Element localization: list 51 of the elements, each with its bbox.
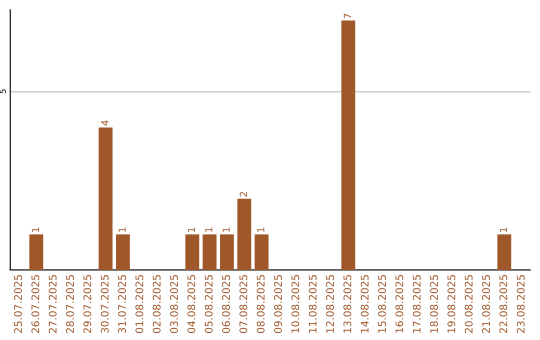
x-tick-label: 10.08.2025: [291, 275, 300, 333]
bar: [202, 234, 217, 270]
data-label: 1: [222, 228, 230, 232]
data-label: 1: [205, 228, 212, 232]
x-tick-label: 13.08.2025: [343, 275, 352, 333]
data-label: 1: [188, 228, 195, 232]
bar: [29, 234, 44, 270]
bar: [185, 234, 200, 270]
bar: [220, 234, 234, 270]
x-tick-label: 11.08.2025: [308, 275, 317, 333]
x-tick-label: 19.08.2025: [447, 275, 456, 333]
x-tick-label: 04.08.2025: [187, 275, 196, 334]
x-tick-label: 08.08.2025: [256, 275, 265, 334]
x-tick-label: 15.08.2025: [378, 275, 386, 333]
bar: [98, 127, 113, 270]
bar: [341, 20, 356, 270]
x-tick-label: 12.08.2025: [326, 275, 334, 333]
data-label: 1: [32, 228, 39, 232]
x-tick-label: 23.08.2025: [516, 275, 525, 334]
bar: [237, 198, 252, 270]
x-tick-label: 14.08.2025: [360, 275, 369, 333]
x-tick-label: 26.07.2025: [31, 275, 40, 334]
x-tick-label: 18.08.2025: [430, 275, 438, 333]
x-tick-label: 07.08.2025: [239, 275, 248, 334]
data-label: 2: [240, 192, 247, 197]
x-tick-label: 30.07.2025: [100, 275, 109, 333]
x-tick-label: 16.08.2025: [395, 275, 404, 333]
bar: [497, 234, 512, 270]
x-tick-label: 02.08.2025: [152, 275, 161, 334]
x-tick-label: 06.08.2025: [222, 275, 230, 334]
x-tick-label: 22.08.2025: [499, 275, 508, 334]
x-tick-label: 05.08.2025: [204, 275, 213, 334]
data-label: 1: [257, 228, 264, 232]
x-tick-label: 20.08.2025: [464, 275, 473, 334]
x-tick-label: 28.07.2025: [66, 275, 74, 334]
x-tick-label: 21.08.2025: [482, 275, 490, 334]
x-tick-label: 09.08.2025: [274, 275, 282, 334]
bar: [116, 234, 130, 270]
x-tick-label: 31.07.2025: [118, 275, 126, 333]
data-label: 1: [500, 228, 507, 232]
bar: [254, 234, 269, 270]
x-tick-label: 27.07.2025: [48, 275, 57, 334]
x-tick-label: 29.07.2025: [83, 275, 92, 334]
x-tick-label: 17.08.2025: [412, 275, 421, 333]
data-label: 1: [118, 228, 126, 232]
data-label: 7: [344, 14, 351, 18]
y-tick-label: 5: [0, 89, 6, 94]
x-tick-label: 01.08.2025: [135, 275, 144, 334]
x-tick-label: 25.07.2025: [14, 275, 22, 334]
data-label: 4: [101, 120, 108, 126]
x-tick-label: 03.08.2025: [170, 275, 178, 334]
